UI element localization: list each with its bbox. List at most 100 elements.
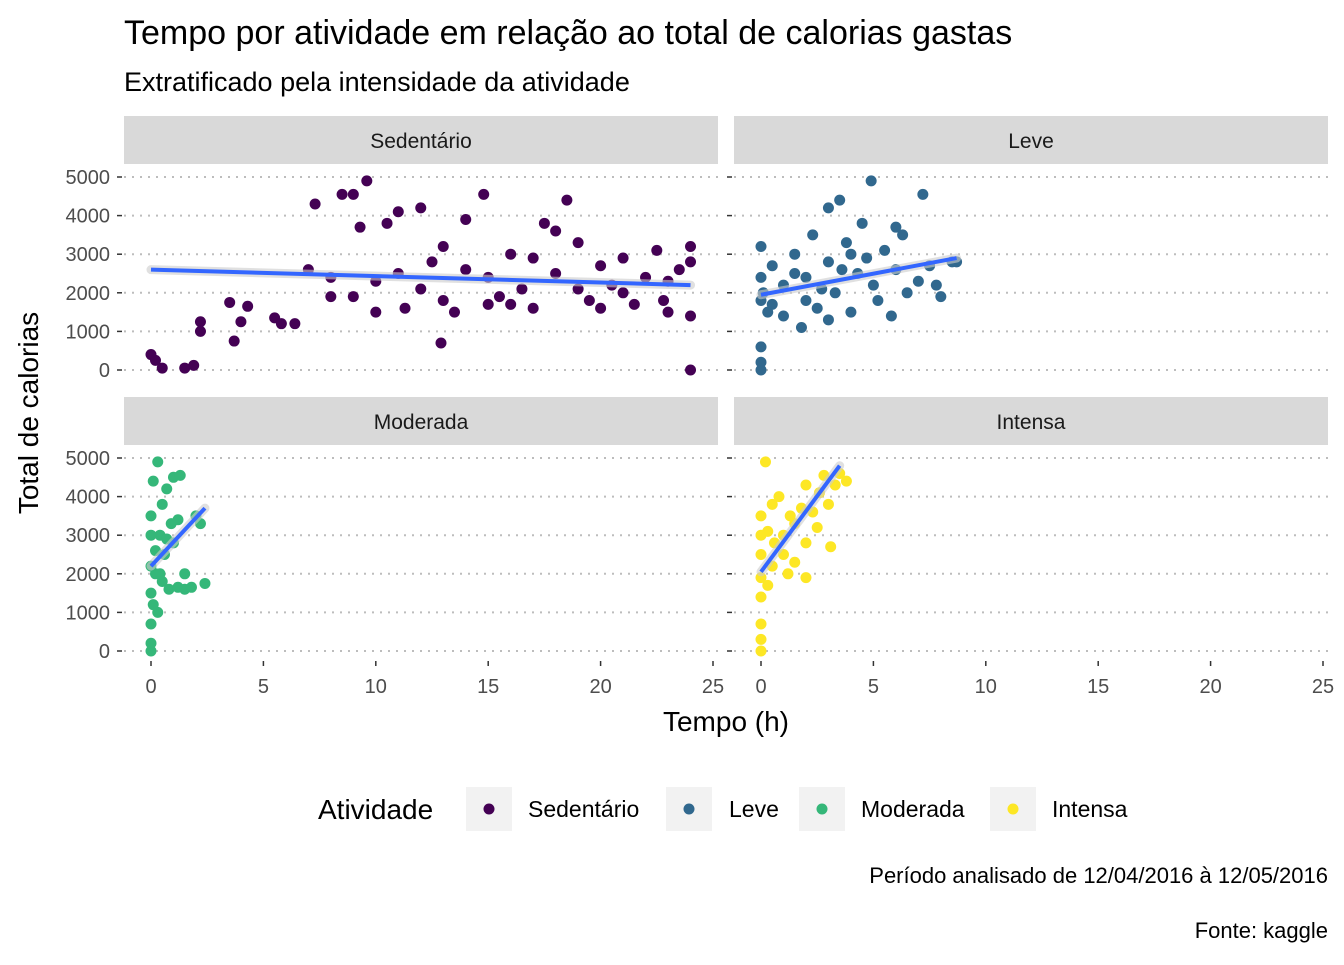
legend: Atividade Sedentário Leve Moderada Intensa [318, 787, 1128, 831]
y-tick-label: 3000 [66, 525, 111, 547]
data-point [179, 362, 191, 374]
strip-label: Leve [1008, 130, 1054, 153]
x-tick-label: 5 [868, 676, 879, 698]
data-point [856, 217, 868, 229]
data-point [392, 206, 404, 218]
data-point [399, 302, 411, 314]
data-point [628, 298, 640, 310]
data-point [145, 529, 157, 541]
data-point [154, 568, 166, 580]
data-point [194, 325, 206, 337]
data-point [685, 310, 697, 322]
data-point [662, 306, 674, 318]
data-point [789, 556, 801, 568]
data-point [426, 256, 438, 268]
data-point [527, 252, 539, 264]
strip-label: Sedentário [370, 130, 472, 153]
data-point [147, 599, 159, 611]
x-tick-label: 20 [1199, 676, 1221, 698]
data-point [156, 362, 168, 374]
data-point [755, 510, 767, 522]
y-tick-label: 1000 [66, 602, 111, 624]
data-point [865, 175, 877, 187]
x-tick-label: 10 [975, 676, 997, 698]
data-point [755, 591, 767, 603]
legend-entry: Sedentário [466, 787, 639, 831]
facet-panels: Sedentário010002000300040005000LeveModer… [66, 116, 1334, 698]
data-point [347, 291, 359, 303]
data-point [901, 287, 913, 299]
x-axis-label: Tempo (h) [663, 706, 789, 737]
y-tick-label: 0 [99, 360, 110, 382]
x-tick-label: 25 [702, 676, 724, 698]
panel-2: Moderada 0 1000 2000 3000 4000 5000 0 5 10 15 20 25 [66, 397, 724, 698]
data-point [879, 244, 891, 256]
data-point [145, 510, 157, 522]
data-point [755, 633, 767, 645]
data-point [460, 264, 472, 276]
trend-line [150, 267, 691, 288]
data-point [658, 295, 670, 307]
y-tick-label: 4000 [66, 487, 111, 509]
data-point [789, 268, 801, 279]
x-tick-label: 15 [477, 676, 499, 698]
legend-entry: Intensa [990, 787, 1128, 831]
legend-label: Sedentário [528, 796, 639, 822]
panel-1: Leve [727, 116, 1328, 376]
chart-subtitle: Extratificado pela intensidade da ativid… [124, 67, 630, 97]
x-tick-label: 5 [258, 676, 269, 698]
data-point [147, 475, 159, 487]
data-point [755, 271, 767, 283]
data-point [415, 202, 427, 214]
data-point [361, 175, 373, 187]
data-point [789, 248, 801, 260]
data-point [930, 279, 942, 291]
data-point [595, 260, 607, 272]
data-point [275, 318, 287, 330]
data-point [836, 264, 848, 276]
panel-3: Intensa 0 5 10 15 20 25 [727, 397, 1334, 698]
data-point [165, 518, 177, 530]
y-tick-label: 1000 [66, 321, 111, 343]
data-point [538, 217, 550, 229]
data-point [800, 572, 812, 584]
data-point [867, 279, 879, 291]
data-point [228, 335, 240, 347]
data-point [890, 221, 902, 233]
data-point [766, 260, 778, 272]
data-point [493, 291, 505, 303]
data-point [527, 302, 539, 314]
data-point [145, 645, 157, 657]
data-point [336, 188, 348, 200]
data-point [242, 300, 254, 312]
data-point [685, 256, 697, 268]
legend-entry: Moderada [799, 787, 965, 831]
y-tick-label: 0 [99, 641, 110, 663]
data-point [156, 498, 168, 510]
data-point [759, 456, 771, 468]
data-point [755, 549, 767, 560]
data-point [822, 256, 834, 268]
data-point [224, 296, 236, 308]
data-point [782, 568, 794, 580]
data-point [152, 456, 164, 468]
data-point [437, 240, 449, 252]
data-point [354, 221, 366, 233]
data-point [448, 306, 460, 318]
data-point [755, 341, 767, 353]
legend-label: Leve [729, 796, 779, 822]
data-point [478, 188, 490, 200]
y-tick-label: 4000 [66, 206, 111, 228]
data-point [766, 498, 778, 510]
data-point [188, 359, 200, 371]
x-tick-label: 20 [589, 676, 611, 698]
data-point [762, 579, 774, 591]
data-point [561, 194, 573, 206]
caption-period: Período analisado de 12/04/2016 à 12/05/… [869, 863, 1328, 888]
data-point [437, 295, 449, 307]
y-axis-label: Total de calorias [13, 312, 44, 514]
data-point [516, 283, 528, 295]
legend-swatch [1007, 803, 1019, 815]
data-point [505, 248, 517, 260]
y-tick-label: 2000 [66, 283, 111, 305]
